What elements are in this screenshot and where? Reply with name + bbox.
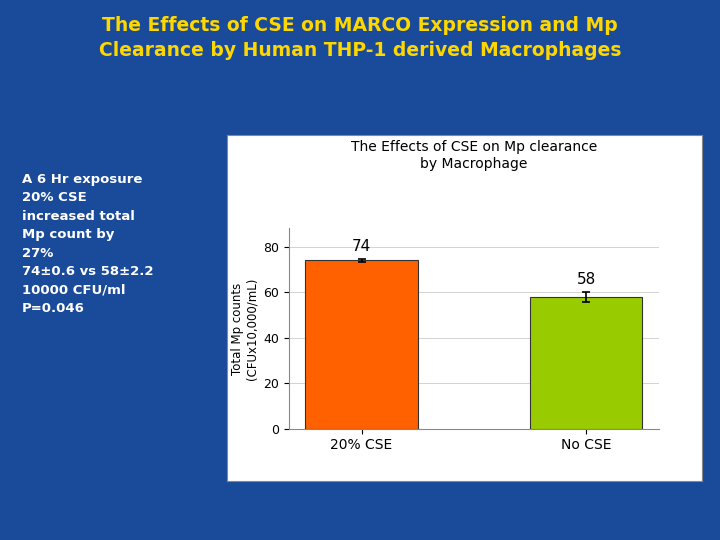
Text: 58: 58 [577, 272, 596, 287]
Bar [305, 260, 418, 429]
Text: A 6 Hr exposure
20% CSE
increased total
Mp count by
27%
74±0.6 vs 58±2.2
10000 C: A 6 Hr exposure 20% CSE increased total … [22, 173, 153, 315]
Bar [530, 296, 642, 429]
Text: The Effects of CSE on MARCO Expression and Mp
Clearance by Human THP-1 derived M: The Effects of CSE on MARCO Expression a… [99, 16, 621, 60]
Text: The Effects of CSE on Mp clearance
by Macrophage: The Effects of CSE on Mp clearance by Ma… [351, 140, 597, 171]
Y-axis label: Total Mp counts
(CFUx10,000/mL): Total Mp counts (CFUx10,000/mL) [230, 278, 258, 380]
Text: 74: 74 [352, 239, 372, 254]
